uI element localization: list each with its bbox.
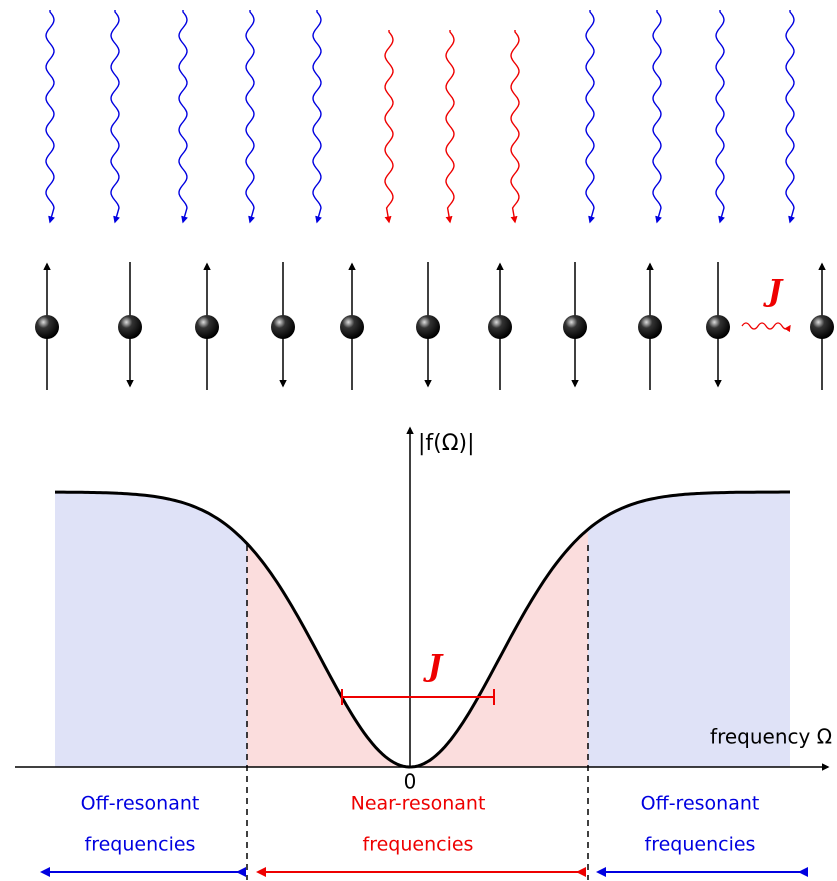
spin xyxy=(340,315,364,339)
off-resonant-fill xyxy=(588,400,790,767)
wave-arrow xyxy=(716,10,724,222)
wave-arrow xyxy=(653,10,661,222)
off-resonant-fill xyxy=(55,400,247,767)
wave-arrow xyxy=(46,10,54,222)
wave-arrow xyxy=(313,10,321,222)
region-label: Off-resonant xyxy=(641,793,760,815)
spin xyxy=(706,315,730,339)
wave-arrow xyxy=(586,10,594,222)
coupling-wave xyxy=(742,323,790,329)
spin xyxy=(271,315,295,339)
wave-arrow xyxy=(246,10,254,222)
region-label: frequencies xyxy=(645,834,756,856)
wave-arrow xyxy=(111,10,119,222)
spin xyxy=(810,315,834,339)
wave-arrow xyxy=(786,10,794,222)
wave-arrow xyxy=(446,30,454,222)
wave-arrow xyxy=(179,10,187,222)
width-bar xyxy=(342,689,494,705)
incoming-waves xyxy=(46,10,794,222)
y-axis-label: |f(Ω)| xyxy=(418,431,475,456)
region-label: Off-resonant xyxy=(81,793,200,815)
spin xyxy=(35,315,59,339)
spin xyxy=(416,315,440,339)
page: {"spin_chain": {"coupling_label": "J"}, … xyxy=(0,0,837,881)
x-axis-label: frequency Ω xyxy=(710,725,832,749)
wave-arrow xyxy=(511,30,519,222)
region-label: frequencies xyxy=(363,834,474,856)
wave-arrow xyxy=(385,30,393,222)
spin xyxy=(195,315,219,339)
region-label: frequencies xyxy=(85,834,196,856)
spin xyxy=(563,315,587,339)
spin-chain xyxy=(35,262,834,390)
spin xyxy=(118,315,142,339)
spin xyxy=(638,315,662,339)
diagram: J J |f(Ω)| frequency Ω 0 Off-resonant fr… xyxy=(0,0,837,881)
coupling-label: J xyxy=(763,274,784,309)
spin xyxy=(488,315,512,339)
region-label: Near-resonant xyxy=(351,793,486,815)
width-label: J xyxy=(423,649,444,684)
origin-label: 0 xyxy=(404,770,417,794)
